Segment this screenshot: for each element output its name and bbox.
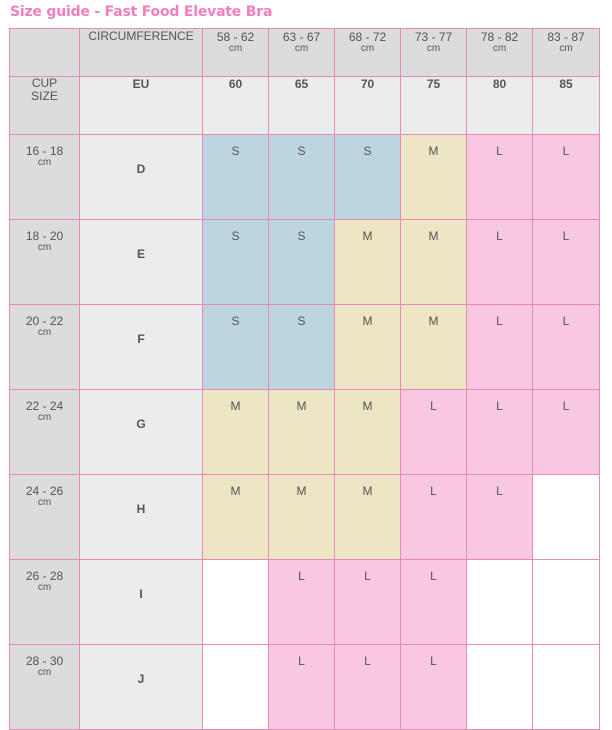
size-cell: M [202,474,269,560]
size-cell: L [532,304,600,390]
size-cell: M [334,304,401,390]
size-cell [202,644,269,730]
circumference-label: CIRCUMFERENCE [79,28,203,77]
eu-band: 85 [532,76,600,135]
size-cell [466,644,533,730]
size-cell: S [268,304,335,390]
underbust-range: 24 - 26 cm [9,474,80,560]
size-cell: M [334,474,401,560]
table-row: 16 - 18 cm D S S S M L L [9,134,600,220]
size-cell: S [268,219,335,305]
size-table: CIRCUMFERENCE 58 - 62 cm 63 - 67 cm 68 - 7… [9,28,600,730]
size-cell: L [400,644,467,730]
cup-letter: J [79,644,203,730]
size-cell: L [466,389,533,475]
table-row: 22 - 24 cm G M M M L L L [9,389,600,475]
size-cell: L [334,559,401,645]
size-rows: 16 - 18 cm D S S S M L L 18 - 20 cm E S S M M L L 20 - 22 c… [9,134,600,730]
size-cell: M [334,389,401,475]
circumference-range: 58 - 62 cm [202,28,269,77]
underbust-range: 18 - 20 cm [9,219,80,305]
size-cell: L [466,219,533,305]
cup-size-label: CUP SIZE [9,76,80,135]
size-cell: S [268,134,335,220]
size-cell: L [466,474,533,560]
circumference-range: 68 - 72 cm [334,28,401,77]
size-cell: M [400,134,467,220]
underbust-range: 26 - 28 cm [9,559,80,645]
size-cell: M [334,219,401,305]
size-cell: L [532,134,600,220]
table-row: 20 - 22 cm F S S M M L L [9,304,600,390]
size-cell: L [334,644,401,730]
size-cell: M [400,219,467,305]
size-cell [532,559,600,645]
size-cell: S [202,134,269,220]
eu-band: 75 [400,76,467,135]
size-cell: L [400,559,467,645]
eu-row: CUP SIZE EU 60 65 70 75 80 85 [9,76,600,135]
eu-band: 65 [268,76,335,135]
cup-letter: H [79,474,203,560]
size-cell: L [466,134,533,220]
size-cell: S [202,219,269,305]
size-cell: L [268,559,335,645]
table-row: 28 - 30 cm J L L L [9,644,600,730]
size-cell: L [466,304,533,390]
underbust-range: 16 - 18 cm [9,134,80,220]
table-row: 18 - 20 cm E S S M M L L [9,219,600,305]
size-cell: L [400,389,467,475]
circumference-range: 73 - 77 cm [400,28,467,77]
cup-letter: E [79,219,203,305]
size-cell: S [202,304,269,390]
eu-band: 60 [202,76,269,135]
underbust-range: 28 - 30 cm [9,644,80,730]
size-cell: L [532,219,600,305]
cup-letter: D [79,134,203,220]
size-cell: M [400,304,467,390]
eu-label: EU [79,76,203,135]
size-cell [202,559,269,645]
table-row: 24 - 26 cm H M M M L L [9,474,600,560]
circumference-range: 83 - 87 cm [532,28,600,77]
underbust-range: 22 - 24 cm [9,389,80,475]
size-cell: L [400,474,467,560]
cup-letter: F [79,304,203,390]
size-cell: M [268,389,335,475]
header-row: CIRCUMFERENCE 58 - 62 cm 63 - 67 cm 68 - 7… [9,28,600,77]
size-cell [532,644,600,730]
size-cell: M [202,389,269,475]
table-row: 26 - 28 cm I L L L [9,559,600,645]
header-corner [9,28,80,77]
cup-letter: I [79,559,203,645]
cup-letter: G [79,389,203,475]
size-cell [466,559,533,645]
size-cell [532,474,600,560]
eu-band: 80 [466,76,533,135]
size-cell: L [532,389,600,475]
size-cell: S [334,134,401,220]
eu-band: 70 [334,76,401,135]
circumference-range: 78 - 82 cm [466,28,533,77]
circumference-range: 63 - 67 cm [268,28,335,77]
page-title: Size guide - Fast Food Elevate Bra [10,4,273,20]
size-cell: L [268,644,335,730]
underbust-range: 20 - 22 cm [9,304,80,390]
size-cell: M [268,474,335,560]
